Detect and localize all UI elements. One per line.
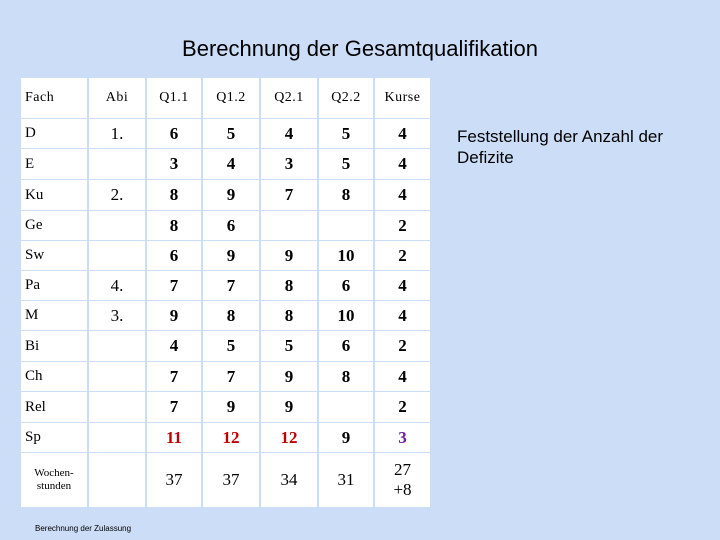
grade-cell: 4 [375, 149, 430, 179]
grade-cell: 7 [203, 271, 259, 300]
grade-cell: 9 [203, 241, 259, 270]
abitur-cell: 4. [89, 271, 145, 300]
grade-cell: 7 [203, 362, 259, 391]
grade-cell: 11 [147, 423, 201, 452]
grade-cell: 4 [203, 149, 259, 179]
abitur-cell [89, 331, 145, 361]
grade-cell: 8 [203, 301, 259, 330]
grade-cell: 5 [261, 331, 317, 361]
grade-cell: 7 [147, 271, 201, 300]
subject-cell: Wochen- stunden [21, 453, 87, 507]
grade-cell: 4 [375, 180, 430, 210]
grade-cell: 7 [147, 392, 201, 422]
grade-cell: 6 [319, 271, 373, 300]
subject-cell: Ch [21, 362, 87, 391]
grade-cell: 37 [203, 453, 259, 507]
grade-cell: 4 [375, 271, 430, 300]
grade-cell [319, 211, 373, 240]
subject-cell: Ku [21, 180, 87, 210]
grade-cell: 10 [319, 301, 373, 330]
grade-cell: 4 [375, 362, 430, 391]
grade-cell [261, 211, 317, 240]
grades-table: Fach Abi Q1.1 Q1.2 Q2.1 Q2.2 Kurse D 1. 6 5 4 5 4 E 3 4 3… [21, 78, 430, 507]
footer-label: Berechnung der Zulassung [35, 524, 132, 533]
grade-cell: 9 [261, 362, 317, 391]
grade-cell: 31 [319, 453, 373, 507]
column-header: Q1.2 [203, 78, 259, 118]
grade-cell: 8 [147, 180, 201, 210]
abitur-cell: 1. [89, 119, 145, 148]
column-header: Q2.1 [261, 78, 317, 118]
grade-cell: 12 [261, 423, 317, 452]
grade-cell: 4 [375, 301, 430, 330]
subject-cell: E [21, 149, 87, 179]
grade-cell: 5 [319, 149, 373, 179]
grade-cell: 2 [375, 392, 430, 422]
subject-cell: D [21, 119, 87, 148]
grade-cell: 9 [147, 301, 201, 330]
grade-cell: 3 [261, 149, 317, 179]
grade-cell: 6 [147, 241, 201, 270]
grade-cell: 6 [147, 119, 201, 148]
abitur-cell [89, 392, 145, 422]
grade-cell: 8 [147, 211, 201, 240]
grade-cell: 8 [261, 271, 317, 300]
grade-cell: 8 [319, 362, 373, 391]
grade-cell: 37 [147, 453, 201, 507]
grade-cell: 3 [375, 423, 430, 452]
grade-cell: 27 +8 [375, 453, 430, 507]
column-header: Kurse [375, 78, 430, 118]
grade-cell: 3 [147, 149, 201, 179]
grade-cell [319, 392, 373, 422]
abitur-cell [89, 453, 145, 507]
abitur-cell [89, 423, 145, 452]
grade-cell: 7 [147, 362, 201, 391]
grade-cell: 5 [319, 119, 373, 148]
subject-cell: Sw [21, 241, 87, 270]
grade-cell: 4 [375, 119, 430, 148]
grade-cell: 9 [319, 423, 373, 452]
subject-cell: M [21, 301, 87, 330]
deficit-note: Feststellung der Anzahl der Defizite [457, 127, 664, 167]
grade-cell: 12 [203, 423, 259, 452]
grade-cell: 5 [203, 119, 259, 148]
grade-cell: 2 [375, 241, 430, 270]
grade-cell: 6 [203, 211, 259, 240]
subject-cell: Sp [21, 423, 87, 452]
abitur-cell [89, 149, 145, 179]
grade-cell: 8 [261, 301, 317, 330]
subject-cell: Pa [21, 271, 87, 300]
grade-cell: 5 [203, 331, 259, 361]
page-title: Berechnung der Gesamtqualifikation [182, 36, 538, 61]
grade-cell: 9 [261, 392, 317, 422]
abitur-cell [89, 241, 145, 270]
grade-cell: 4 [147, 331, 201, 361]
column-header: Q1.1 [147, 78, 201, 118]
grade-cell: 9 [261, 241, 317, 270]
column-header: Q2.2 [319, 78, 373, 118]
grade-cell: 2 [375, 211, 430, 240]
column-header: Abi [89, 78, 145, 118]
abitur-cell: 3. [89, 301, 145, 330]
grade-cell: 10 [319, 241, 373, 270]
grade-cell: 2 [375, 331, 430, 361]
grade-cell: 7 [261, 180, 317, 210]
abitur-cell [89, 211, 145, 240]
grade-cell: 9 [203, 392, 259, 422]
subject-cell: Ge [21, 211, 87, 240]
abitur-cell: 2. [89, 180, 145, 210]
subject-cell: Bi [21, 331, 87, 361]
grade-cell: 4 [261, 119, 317, 148]
grade-cell: 6 [319, 331, 373, 361]
column-header: Fach [21, 78, 87, 118]
grade-cell: 8 [319, 180, 373, 210]
subject-cell: Rel [21, 392, 87, 422]
abitur-cell [89, 362, 145, 391]
grade-cell: 34 [261, 453, 317, 507]
grade-cell: 9 [203, 180, 259, 210]
